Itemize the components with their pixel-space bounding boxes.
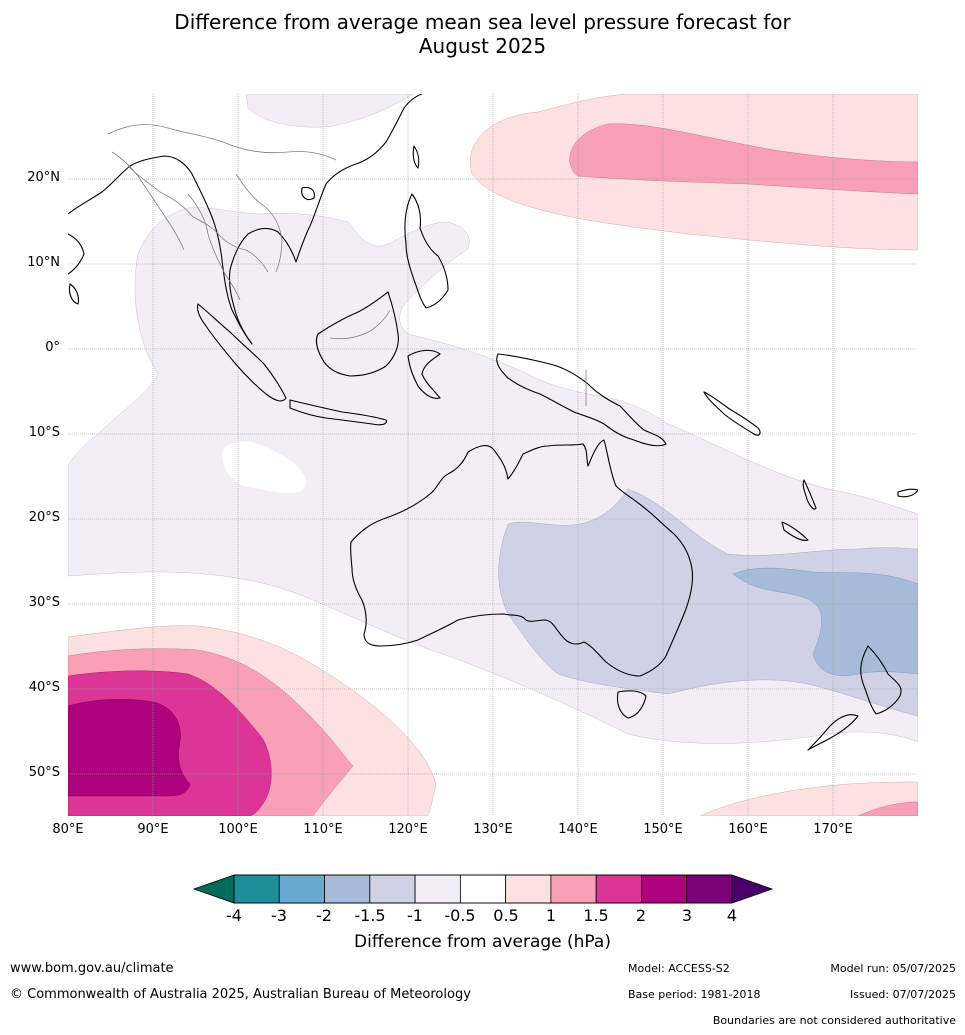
coast-new-caledonia [781, 521, 809, 541]
coast-hainan [301, 186, 315, 201]
title-line-2: August 2025 [418, 34, 547, 58]
footer-model: Model: ACCESS-S2 [628, 962, 730, 975]
cbar-tick-4: -1.5 [354, 906, 386, 925]
coast-vanuatu [802, 479, 817, 510]
anomaly-se-light-pink [699, 781, 918, 816]
lat-label-30s: 30°S [28, 595, 60, 610]
lon-label-150e: 150°E [643, 822, 683, 837]
coast-philippines [404, 193, 449, 309]
coast-java [289, 399, 387, 426]
cbar-tick-5: -1 [407, 906, 423, 925]
colorbar-cell [324, 874, 371, 904]
coast-new-guinea [496, 353, 667, 447]
coastlines [68, 94, 918, 751]
coast-fiji [897, 488, 918, 498]
footer-disclaimer: Boundaries are not considered authoritat… [712, 1014, 956, 1027]
lon-label-140e: 140°E [558, 822, 598, 837]
colorbar-high-extend [731, 874, 774, 904]
colorbar-cell [459, 874, 507, 904]
border-myanmar [111, 151, 185, 251]
cbar-tick-1: -4 [226, 906, 242, 925]
coast-australia [350, 439, 694, 677]
lon-label-100e: 100°E [218, 822, 258, 837]
cbar-tick-2: -3 [271, 906, 287, 925]
cbar-tick-10: 2 [635, 906, 647, 925]
border-vietnam [235, 173, 283, 273]
colorbar-cell [369, 874, 416, 904]
border-china-south [107, 124, 337, 161]
chart-title: Difference from average mean sea level p… [0, 10, 965, 58]
colorbar-cell [595, 874, 642, 904]
lon-label-160e: 160°E [728, 822, 768, 837]
lat-label-20n: 20°N [27, 170, 60, 185]
colorbar-cell [686, 874, 733, 904]
cbar-tick-3: -2 [316, 906, 332, 925]
lon-label-120e: 120°E [388, 822, 428, 837]
anomaly-tasman-blue [732, 567, 918, 676]
lat-label-20s: 20°S [28, 510, 60, 525]
lon-label-110e: 110°E [303, 822, 343, 837]
coast-asia-mainland [68, 94, 423, 345]
cbar-tick-8: 1 [545, 906, 557, 925]
map-panel: 20°N 10°N 0° 10°S 20°S 30°S 40°S 50°S [27, 94, 918, 816]
anomaly-n-lavender [245, 94, 414, 128]
colorbar-cell [278, 874, 325, 904]
colorbar-cell [641, 874, 688, 904]
lon-label-80e: 80°E [52, 822, 84, 837]
colorbar-title: Difference from average (hPa) [354, 932, 611, 952]
coast-sulawesi [407, 349, 441, 399]
national-borders [107, 124, 587, 406]
footer-model-run: Model run: 05/07/2025 [830, 962, 956, 975]
colorbar-cell [233, 874, 280, 904]
coast-taiwan [412, 145, 420, 169]
lat-label-eq: 0° [45, 340, 60, 355]
colorbar-cell [505, 874, 552, 904]
coast-sumatra [196, 303, 287, 402]
colorbar [192, 874, 774, 904]
footer-base-period: Base period: 1981-2018 [628, 988, 761, 1001]
footer-website: www.bom.gov.au/climate [10, 961, 174, 976]
cbar-tick-12: 4 [726, 906, 738, 925]
lon-label-170e: 170°E [813, 822, 853, 837]
colorbar-cells [233, 874, 733, 904]
colorbar-cell [414, 874, 461, 904]
coast-nz-north [860, 645, 902, 715]
footer-issued: Issued: 07/07/2025 [849, 988, 956, 1001]
lat-label-10s: 10°S [28, 425, 60, 440]
graticule [68, 94, 918, 816]
colorbar-outline [233, 874, 733, 904]
coast-solomon-islands [703, 391, 761, 436]
cbar-tick-6: -0.5 [444, 906, 476, 925]
anomaly-se-pink [857, 801, 918, 816]
title-line-1: Difference from average mean sea level p… [174, 10, 791, 34]
coast-nz-south [807, 714, 859, 751]
anomaly-white-hole [222, 441, 307, 494]
cbar-tick-11: 3 [681, 906, 693, 925]
coast-borneo [315, 291, 399, 377]
lon-label-130e: 130°E [473, 822, 513, 837]
coast-sri-lanka [68, 283, 80, 305]
border-thailand [187, 193, 241, 301]
lon-label-90e: 90°E [137, 822, 169, 837]
colorbar-cell [550, 874, 597, 904]
lat-label-40s: 40°S [28, 680, 60, 695]
cbar-tick-9: 1.5 [583, 906, 609, 925]
cbar-tick-7: 0.5 [493, 906, 519, 925]
footer-copyright: © Commonwealth of Australia 2025, Austra… [10, 987, 471, 1002]
border-indochina [127, 165, 269, 273]
coast-tasmania [616, 690, 647, 719]
map-svg [68, 94, 918, 816]
anomaly-sw-dark-magenta [68, 699, 191, 797]
colorbar-low-extend [192, 874, 235, 904]
border-borneo [329, 309, 391, 340]
lat-label-10n: 10°N [27, 255, 60, 270]
lat-label-50s: 50°S [28, 765, 60, 780]
